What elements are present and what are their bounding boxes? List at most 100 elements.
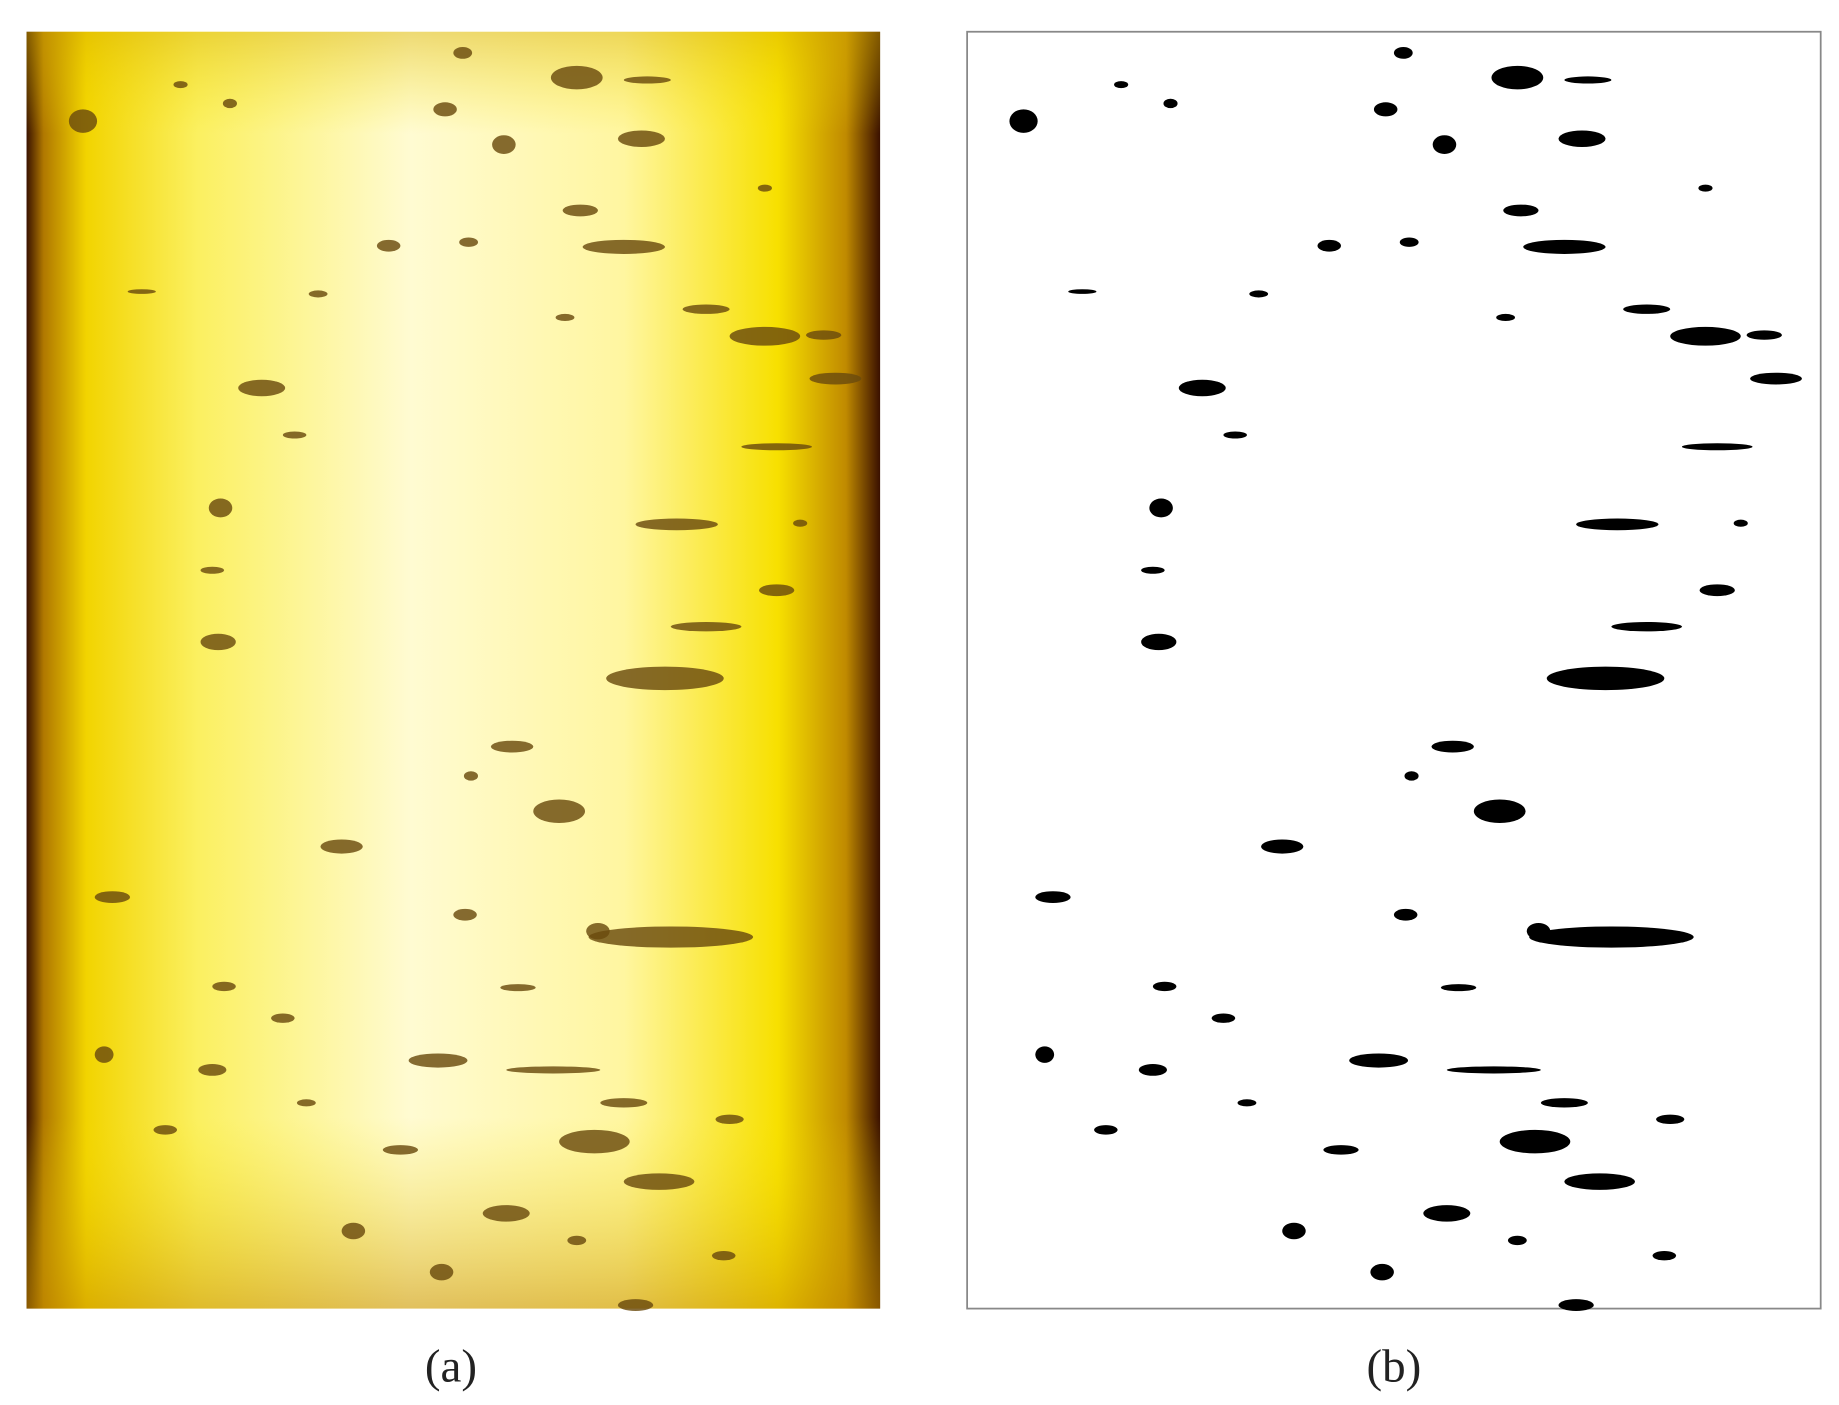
- defect: [623, 76, 671, 84]
- defect: [127, 289, 156, 294]
- defect: [200, 566, 225, 574]
- defect: [1373, 102, 1398, 117]
- defect: [1178, 379, 1226, 397]
- defect: [1317, 239, 1341, 252]
- defect: [429, 1263, 454, 1281]
- defects: [68, 47, 862, 1311]
- defect: [1141, 566, 1165, 574]
- defect: [506, 1066, 601, 1074]
- defect: [500, 984, 536, 992]
- defect: [68, 109, 98, 133]
- defect: [238, 379, 286, 397]
- defect: [562, 204, 598, 217]
- defect: [1393, 908, 1418, 921]
- defect: [1473, 799, 1526, 824]
- defect: [623, 1173, 695, 1190]
- defect: [670, 621, 742, 632]
- defect: [1035, 1046, 1055, 1063]
- defect: [1323, 1145, 1359, 1155]
- defect: [757, 184, 772, 192]
- defect: [1698, 184, 1713, 192]
- defect: [1652, 1250, 1677, 1261]
- defect: [1670, 326, 1741, 346]
- defect: [1623, 304, 1671, 314]
- defect: [1211, 1013, 1236, 1023]
- defect: [1526, 922, 1551, 940]
- defect: [729, 326, 801, 346]
- defect: [1223, 431, 1247, 439]
- defect: [1149, 498, 1173, 518]
- defect: [1540, 1098, 1588, 1108]
- defect: [617, 1299, 654, 1311]
- defect: [1440, 984, 1477, 992]
- defect: [153, 1125, 178, 1135]
- defect: [1114, 81, 1129, 89]
- defect: [1576, 518, 1659, 531]
- defect: [1564, 76, 1612, 84]
- defect: [282, 431, 307, 439]
- defect: [1564, 1173, 1635, 1190]
- defect: [793, 519, 808, 527]
- defect: [1733, 519, 1748, 527]
- defect: [1261, 839, 1304, 854]
- defect: [94, 1046, 114, 1063]
- defect: [1611, 621, 1682, 632]
- defect: [1529, 926, 1694, 948]
- defect: [715, 1114, 744, 1124]
- defect: [482, 1205, 530, 1222]
- defect: [1349, 1053, 1409, 1068]
- defect: [1094, 1125, 1118, 1135]
- defect: [1249, 290, 1269, 298]
- defect: [459, 237, 479, 247]
- defect: [94, 891, 130, 903]
- defect: [809, 372, 862, 385]
- defect: [222, 98, 237, 109]
- defect: [533, 799, 586, 824]
- defect: [555, 313, 575, 321]
- defect: [198, 1064, 227, 1076]
- defect: [341, 1222, 366, 1240]
- defect: [1523, 239, 1606, 254]
- defect: [582, 239, 665, 254]
- defect: [463, 771, 479, 781]
- defect: [741, 443, 812, 451]
- defect: [1558, 1299, 1594, 1311]
- panel-label: (a): [425, 1340, 477, 1392]
- defect: [212, 981, 236, 992]
- defect: [492, 135, 516, 155]
- defect: [682, 304, 730, 314]
- defect: [1496, 313, 1516, 321]
- defect: [1699, 584, 1735, 597]
- defect: [1138, 1064, 1167, 1076]
- defect: [1432, 135, 1457, 155]
- defect: [1370, 1263, 1394, 1281]
- defect: [208, 498, 233, 518]
- defect: [1491, 65, 1544, 90]
- photo-shade: [26, 31, 881, 1309]
- defect: [1399, 237, 1419, 247]
- defect: [711, 1250, 736, 1261]
- panel-b: [966, 30, 1822, 1311]
- defect: [173, 81, 188, 89]
- defect: [433, 102, 457, 117]
- defect: [320, 839, 363, 854]
- defect: [559, 1129, 630, 1154]
- defect: [1237, 1099, 1257, 1107]
- defect: [200, 633, 236, 651]
- defect: [1163, 98, 1178, 109]
- defect: [1282, 1222, 1306, 1240]
- defect: [588, 926, 754, 948]
- defect: [759, 584, 795, 597]
- defect: [1009, 109, 1038, 133]
- defect: [606, 666, 724, 691]
- defect: [1507, 1235, 1527, 1246]
- defect: [382, 1145, 419, 1155]
- defect: [1152, 981, 1177, 992]
- defect: [1068, 289, 1097, 294]
- defect: [1681, 443, 1753, 451]
- defect: [1750, 372, 1802, 385]
- defect: [550, 65, 603, 90]
- panel-a: [26, 31, 881, 1311]
- defect: [1141, 633, 1177, 651]
